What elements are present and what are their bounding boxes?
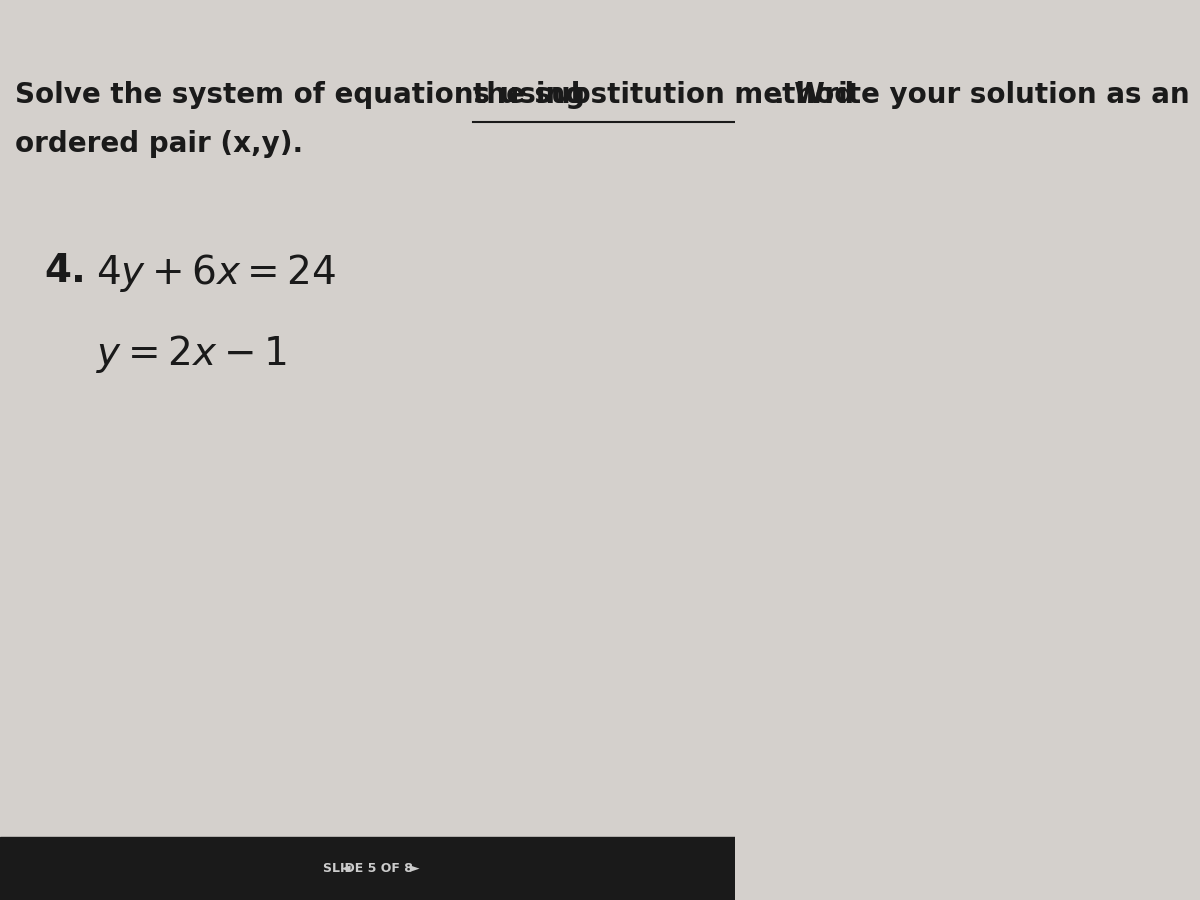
Text: ◄: ◄ bbox=[341, 862, 350, 875]
Text: ordered pair (x,y).: ordered pair (x,y). bbox=[14, 130, 302, 158]
Text: 4.: 4. bbox=[44, 252, 86, 290]
Text: SLIDE 5 OF 8: SLIDE 5 OF 8 bbox=[323, 862, 413, 875]
Bar bbox=[0, 837, 734, 900]
Text: the substitution method: the substitution method bbox=[473, 81, 854, 109]
Text: . Write your solution as an: . Write your solution as an bbox=[774, 81, 1189, 109]
Text: $y = 2x - 1$: $y = 2x - 1$ bbox=[96, 333, 286, 375]
Text: ►: ► bbox=[410, 862, 420, 875]
Text: Solve the system of equations using: Solve the system of equations using bbox=[14, 81, 594, 109]
Text: $4y + 6x = 24$: $4y + 6x = 24$ bbox=[96, 252, 336, 294]
